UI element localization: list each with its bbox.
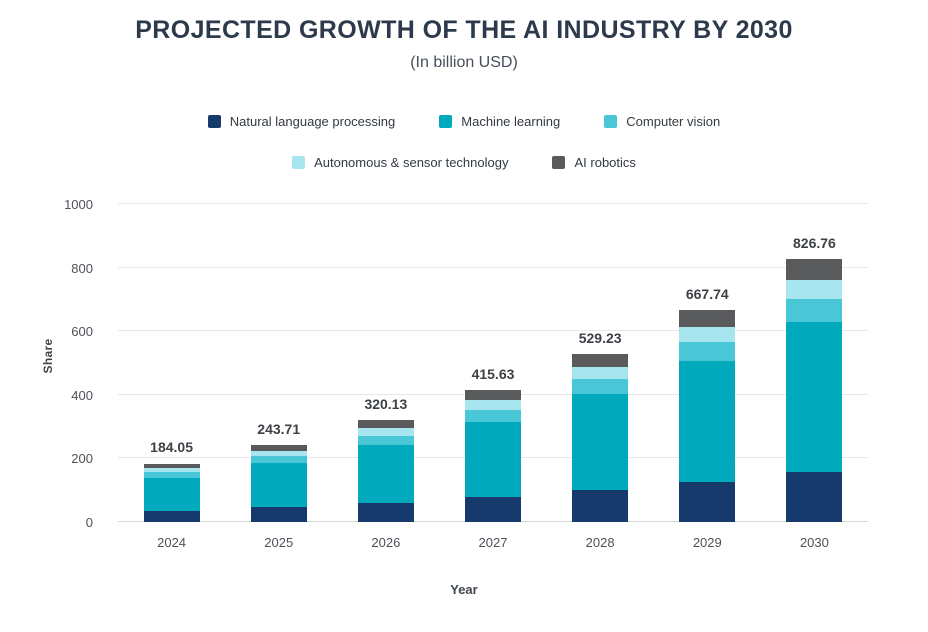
legend-swatch-machine-learning (439, 115, 453, 128)
bar-segment-natural-language-processing (357, 502, 414, 522)
bar-segment-autonomous-sensor-technology (786, 280, 843, 299)
bar-segment-machine-learning (250, 463, 307, 508)
bar-group-2026: 320.13 (332, 204, 439, 522)
bar-segment-computer-vision (250, 456, 307, 464)
bar-group-2028: 529.23 (547, 204, 654, 522)
bar-group-2030: 826.76 (761, 204, 868, 522)
legend-label: Natural language processing (229, 114, 396, 129)
gridline-1000 (118, 203, 868, 204)
y-tick-label-400: 400 (71, 387, 93, 403)
bar-stack-2024 (143, 463, 200, 522)
bar-total-label-2026: 320.13 (364, 396, 408, 413)
bar-segment-autonomous-sensor-technology (679, 326, 736, 342)
bar-segment-natural-language-processing (250, 507, 307, 522)
legend-item-machine-learning: Machine learning (439, 114, 560, 129)
bar-segment-ai-robotics (679, 309, 736, 327)
bar-segment-machine-learning (143, 477, 200, 511)
bar-total-label-2028: 529.23 (578, 329, 622, 346)
legend-item-autonomous-sensor-technology: Autonomous & sensor technology (292, 155, 508, 170)
legend-item-natural-language-processing: Natural language processing (207, 114, 396, 129)
legend: Natural language processing Machine learn… (0, 114, 928, 170)
legend-item-ai-robotics: AI robotics (552, 155, 636, 170)
chart-subtitle: (In billion USD) (410, 54, 518, 71)
bar-segment-ai-robotics (357, 420, 414, 429)
legend-row-1: Natural language processing Machine learn… (207, 114, 720, 129)
bar-stack-2030 (786, 259, 843, 522)
legend-label: AI robotics (574, 155, 636, 170)
bar-stack-2027 (464, 389, 521, 522)
bar-segment-computer-vision (679, 341, 736, 361)
legend-swatch-ai-robotics (552, 156, 566, 169)
bar-segment-autonomous-sensor-technology (143, 468, 200, 473)
chart-area: Share 0 200 400 600 800 1000 184.05 243.71 320.… (0, 197, 928, 597)
bar-segment-ai-robotics (143, 463, 200, 469)
x-tick-label-2030: 2030 (799, 535, 829, 550)
x-tick-label-2025: 2025 (264, 535, 294, 550)
x-axis-labels: 2024 2025 2026 2027 2028 2029 2030 (118, 535, 868, 550)
bar-segment-autonomous-sensor-technology (357, 428, 414, 436)
bar-segment-autonomous-sensor-technology (572, 367, 629, 379)
bar-segment-natural-language-processing (786, 472, 843, 522)
x-tick-label-2027: 2027 (478, 535, 508, 550)
plot-column: 184.05 243.71 320.13 415.63 529.23 667.74 826.… (118, 203, 868, 550)
chart-title: PROJECTED GROWTH OF THE AI INDUSTRY BY 2… (135, 16, 793, 44)
legend-swatch-computer-vision (604, 115, 618, 128)
legend-label: Machine learning (461, 114, 561, 129)
bar-segment-natural-language-processing (464, 496, 521, 522)
bar-segment-autonomous-sensor-technology (250, 450, 307, 457)
bar-group-2027: 415.63 (439, 204, 546, 522)
bar-segment-machine-learning (572, 394, 629, 491)
bar-segment-machine-learning (786, 322, 843, 473)
bar-segment-ai-robotics (464, 389, 521, 401)
bar-total-label-2025: 243.71 (257, 420, 301, 437)
x-tick-label-2026: 2026 (371, 535, 401, 550)
bar-total-label-2024: 184.05 (150, 439, 193, 456)
bar-group-2025: 243.71 (225, 204, 332, 522)
bar-total-label-2030: 826.76 (793, 235, 836, 252)
bar-total-label-2029: 667.74 (685, 285, 729, 302)
bar-group-2024: 184.05 (118, 204, 225, 522)
bar-segment-natural-language-processing (143, 510, 200, 522)
x-tick-label-2024: 2024 (157, 535, 187, 550)
y-axis-ticks: 0 200 400 600 800 1000 (0, 197, 106, 530)
bar-segment-ai-robotics (572, 353, 629, 368)
gridline-600 (118, 330, 868, 332)
legend-label: Computer vision (626, 114, 721, 129)
x-axis-title: Year (450, 582, 478, 597)
x-tick-label-2029: 2029 (692, 535, 722, 550)
legend-item-computer-vision: Computer vision (604, 114, 720, 129)
legend-swatch-natural-language-processing (207, 115, 221, 128)
bar-segment-autonomous-sensor-technology (464, 400, 521, 410)
bar-segment-computer-vision (357, 435, 414, 445)
legend-swatch-autonomous-sensor-technology (292, 156, 306, 169)
bar-group-2029: 667.74 (654, 204, 761, 522)
y-tick-label-1000: 1000 (64, 197, 93, 212)
bar-segment-computer-vision (143, 472, 200, 478)
gridline-800 (118, 266, 868, 268)
bar-segment-ai-robotics (786, 259, 843, 281)
y-tick-label-600: 600 (71, 324, 93, 340)
y-tick-label-200: 200 (71, 451, 93, 467)
legend-row-2: Autonomous & sensor technology AI robotic… (292, 155, 636, 170)
bar-segment-computer-vision (464, 409, 521, 422)
bar-stack-2026 (357, 420, 414, 522)
legend-label: Autonomous & sensor technology (314, 155, 509, 170)
bar-stack-2028 (572, 353, 629, 522)
bar-segment-ai-robotics (250, 444, 307, 451)
bar-stack-2025 (250, 444, 307, 522)
bar-segment-machine-learning (464, 421, 521, 497)
y-tick-label-800: 800 (71, 260, 93, 276)
bar-segment-natural-language-processing (572, 490, 629, 522)
bar-segment-natural-language-processing (679, 481, 736, 522)
bar-segment-computer-vision (572, 378, 629, 395)
bar-stack-2029 (679, 309, 736, 522)
bar-segment-computer-vision (786, 298, 843, 323)
x-tick-label-2028: 2028 (585, 535, 615, 550)
bar-total-label-2027: 415.63 (471, 365, 515, 382)
plot-area: 184.05 243.71 320.13 415.63 529.23 667.74 826.… (118, 203, 868, 522)
y-tick-label-0: 0 (85, 515, 93, 530)
bar-segment-machine-learning (679, 360, 736, 482)
bar-segment-machine-learning (357, 444, 414, 503)
